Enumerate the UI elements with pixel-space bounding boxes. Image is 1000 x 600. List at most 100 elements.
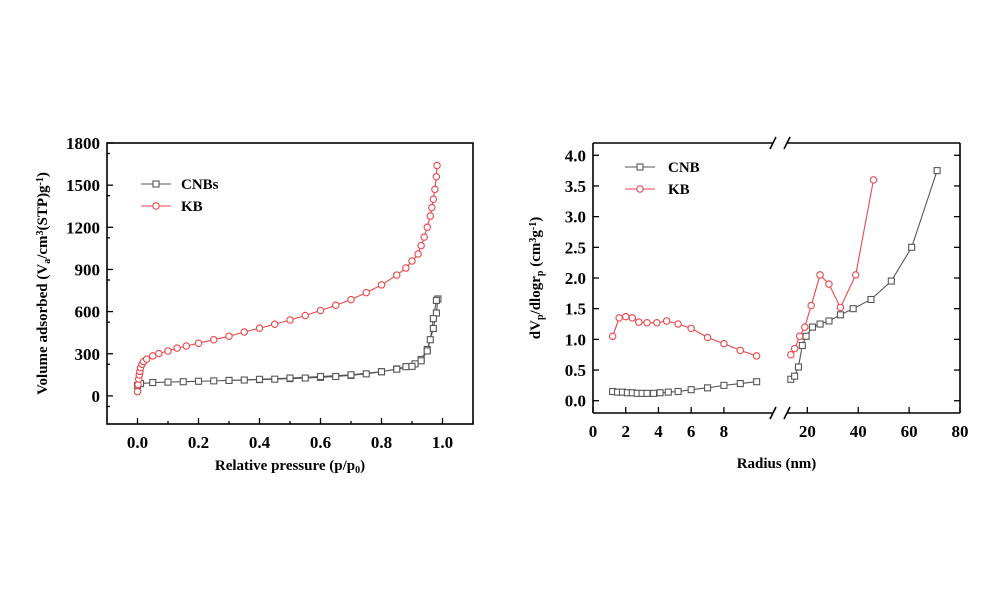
data-point-KB xyxy=(155,349,163,358)
data-point-CNBs xyxy=(432,296,440,304)
data-point-CNB xyxy=(802,332,810,340)
y-axis-title-part: (STP)g xyxy=(35,185,51,231)
data-point-KB xyxy=(851,271,860,279)
data-point-CNB xyxy=(836,311,844,319)
x-tick-label: 0.4 xyxy=(249,433,271,452)
data-point-KB xyxy=(255,324,264,332)
data-point-KB xyxy=(816,271,824,279)
legend-label-KB: KB xyxy=(181,199,203,215)
adsorption-isotherm-chart: 0 300 600 900 1200 1500 1800 0.0 0.2 0.4 0.6 0.8 1.0… xyxy=(35,134,474,476)
data-point-KB xyxy=(736,346,745,355)
data-point-KB xyxy=(628,314,637,322)
y-tick-label: 2.0 xyxy=(565,269,586,288)
y-tick-label: 1.5 xyxy=(565,300,586,319)
data-point-KB xyxy=(164,347,172,355)
data-point-CNBs xyxy=(271,375,279,383)
series-line-CNB xyxy=(790,170,938,380)
data-point-CNBs xyxy=(429,324,437,333)
data-point-KB xyxy=(608,332,617,341)
data-point-CNB xyxy=(687,386,695,394)
x-tick-label: 20 xyxy=(799,422,816,441)
data-point-KB xyxy=(133,387,142,396)
y-axis-title-part: p xyxy=(535,270,546,276)
y-tick-label: 3.5 xyxy=(565,177,586,196)
data-point-CNBs xyxy=(426,336,434,344)
legend-marker-CNBs xyxy=(152,180,160,188)
data-point-CNB xyxy=(643,389,651,397)
data-point-KB xyxy=(182,342,191,350)
y-axis-title-part: dV xyxy=(528,320,544,339)
x-tick-label: 1.0 xyxy=(432,433,453,452)
x-tick-label: 2 xyxy=(621,422,630,441)
data-point-KB xyxy=(615,314,623,322)
data-point-KB xyxy=(240,328,249,336)
data-point-CNBs xyxy=(210,377,218,385)
data-point-KB xyxy=(807,301,815,310)
data-point-KB xyxy=(674,320,682,328)
data-point-CNBs xyxy=(179,378,187,386)
x-tick-label: 0.6 xyxy=(310,433,331,452)
y-tick-label: 3.0 xyxy=(565,208,586,227)
data-point-CNB xyxy=(703,384,712,392)
x-tick-label: 0.2 xyxy=(188,433,209,452)
x-tick-label: 60 xyxy=(901,422,918,441)
legend-marker-KB xyxy=(152,202,160,210)
data-point-CNBs xyxy=(347,371,355,379)
data-point-CNBs xyxy=(332,372,340,381)
y-axis-title-part: Volume adsorbed (V xyxy=(35,264,51,395)
y-axis-title-part: g xyxy=(528,230,544,238)
y-axis-title-part: a xyxy=(42,259,53,264)
x-tick-label: 8 xyxy=(720,422,729,441)
x-tick-label: 0.8 xyxy=(371,433,392,452)
data-point-CNBs xyxy=(286,374,294,382)
data-point-CNBs xyxy=(362,370,370,378)
y-tick-label: 0.5 xyxy=(565,361,586,380)
data-point-CNB xyxy=(720,381,728,389)
data-point-CNB xyxy=(656,389,664,397)
y-axis-title-part: (cm xyxy=(528,242,544,270)
data-point-KB xyxy=(426,212,435,220)
y-tick-label: 300 xyxy=(75,345,101,364)
data-point-CNB xyxy=(887,277,895,285)
data-point-KB xyxy=(347,295,355,304)
data-point-KB xyxy=(420,233,428,241)
data-point-KB xyxy=(392,271,401,279)
y-tick-label: 1200 xyxy=(66,218,100,237)
data-point-KB xyxy=(825,280,833,288)
data-point-KB xyxy=(653,319,661,327)
data-point-KB xyxy=(752,352,761,360)
data-point-KB xyxy=(194,339,203,347)
data-point-CNBs xyxy=(423,347,431,355)
legend-label-CNB: CNB xyxy=(668,160,700,176)
data-point-CNBs xyxy=(240,376,248,384)
x-tick-label: 0.0 xyxy=(127,433,148,452)
data-point-KB xyxy=(433,161,441,170)
data-point-KB xyxy=(869,176,878,184)
data-point-CNB xyxy=(791,372,799,380)
y-tick-label: 0 xyxy=(92,387,101,406)
pore-size-distribution-chart: 0.0 0.5 1.0 1.5 2.0 2.5 3.0 3.5 4.0 0 2 4 6 8 20 40 60 80… xyxy=(528,136,969,472)
data-point-CNB xyxy=(816,320,824,328)
data-point-KB xyxy=(210,335,218,344)
data-point-KB xyxy=(801,323,809,331)
data-point-KB xyxy=(225,332,233,340)
y-axis-title-part: -1 xyxy=(528,222,539,230)
data-point-CNB xyxy=(664,388,672,396)
data-point-CNB xyxy=(908,243,916,251)
data-point-KB xyxy=(316,306,325,315)
data-point-CNBs xyxy=(408,362,416,370)
data-point-CNBs xyxy=(255,375,264,383)
y-axis-title-part: -1 xyxy=(35,177,46,185)
data-point-CNBs xyxy=(377,368,386,376)
data-point-KB xyxy=(417,241,425,250)
y-tick-label: 0.0 xyxy=(565,392,586,411)
data-point-KB xyxy=(621,312,630,321)
data-point-KB xyxy=(687,324,695,333)
data-point-KB xyxy=(720,339,728,348)
data-point-KB xyxy=(362,288,370,297)
data-point-KB xyxy=(423,223,431,232)
y-axis-title-part: /dlogr xyxy=(528,276,544,316)
data-point-CNBs xyxy=(429,315,437,323)
x-tick-label: 80 xyxy=(952,422,969,441)
